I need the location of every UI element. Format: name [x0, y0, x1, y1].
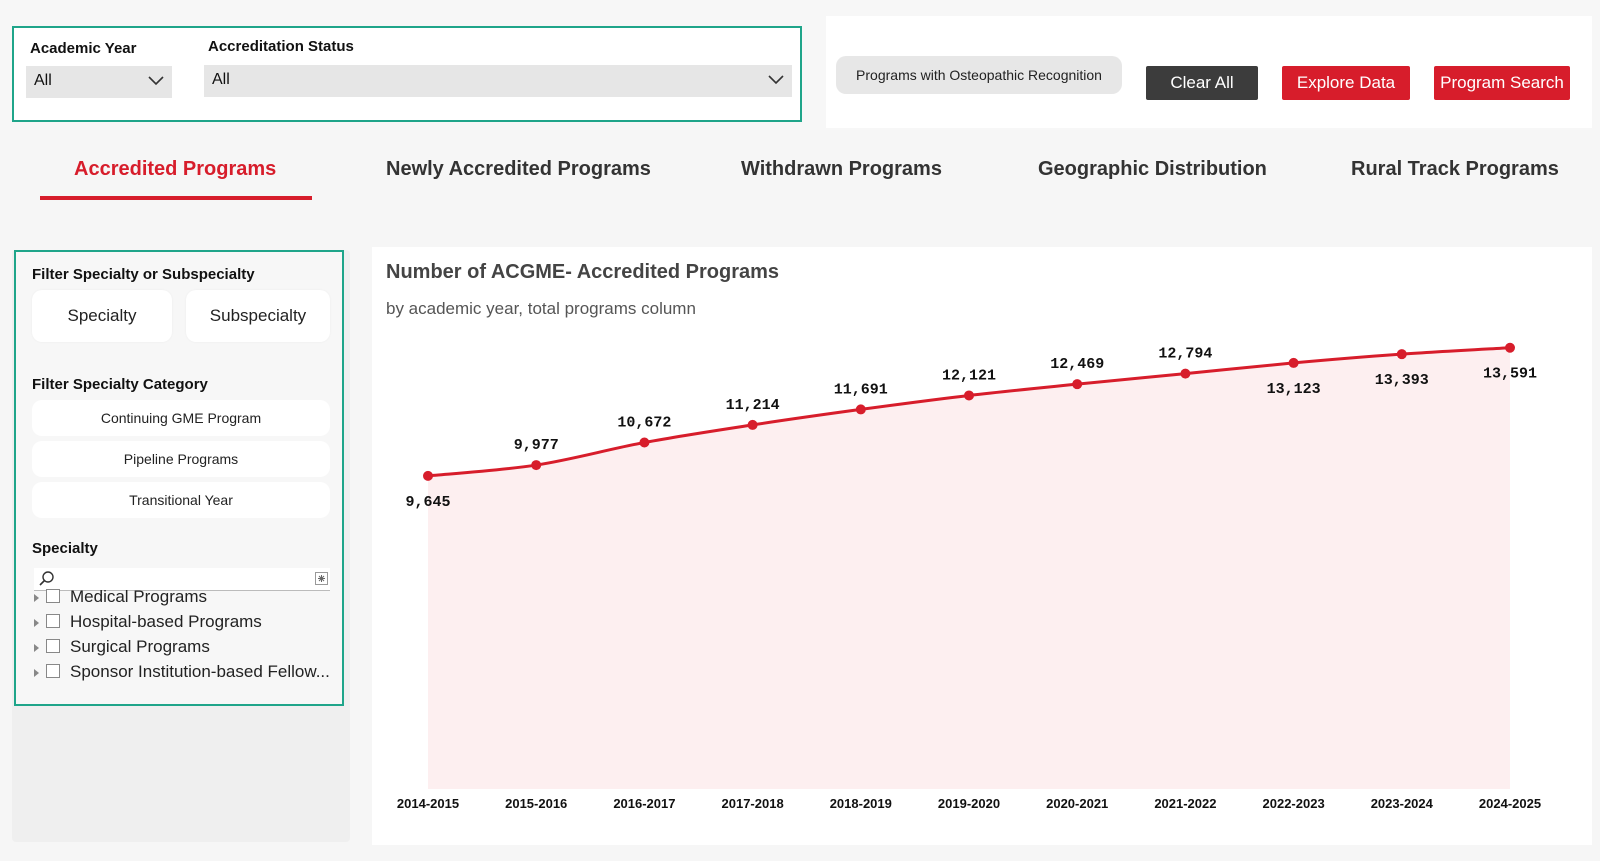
checkbox[interactable] [46, 614, 60, 628]
tab-geographic-distribution[interactable]: Geographic Distribution [1038, 158, 1267, 180]
data-label: 13,393 [1375, 372, 1429, 389]
expand-caret-icon[interactable] [34, 644, 39, 652]
x-axis-tick-label: 2016-2017 [613, 796, 675, 811]
data-point[interactable] [964, 390, 974, 401]
accredited-programs-line-chart: 9,645 9,977 10,672 11,214 11,691 12,121 12,469… [397, 342, 1541, 811]
subspecialty-button[interactable]: Subspecialty [186, 290, 330, 342]
category-continuing-gme-button[interactable]: Continuing GME Program [32, 400, 330, 436]
filter-type-label: Filter Specialty or Subspecialty [32, 266, 255, 283]
data-label: 12,469 [1050, 356, 1104, 373]
tab-newly-accredited-programs[interactable]: Newly Accredited Programs [386, 158, 651, 180]
tab-accredited-programs[interactable]: Accredited Programs [74, 158, 277, 180]
x-axis-tick-label: 2024-2025 [1479, 796, 1541, 811]
expand-caret-icon[interactable] [34, 594, 39, 602]
expand-caret-icon[interactable] [34, 669, 39, 677]
specialty-button[interactable]: Specialty [32, 290, 172, 342]
data-point[interactable] [531, 460, 542, 471]
x-axis-tick-label: 2018-2019 [830, 796, 892, 811]
active-tab-indicator [40, 196, 312, 200]
chevron-down-icon [148, 76, 164, 86]
data-point[interactable] [1072, 379, 1083, 390]
chart-area-fill [428, 347, 1510, 789]
x-axis-tick-label: 2019-2020 [938, 796, 1000, 811]
category-pipeline-button[interactable]: Pipeline Programs [32, 441, 330, 477]
accreditation-status-value: All [212, 71, 230, 88]
x-axis-tick-label: 2022-2023 [1263, 796, 1325, 811]
tab-rural-track-programs[interactable]: Rural Track Programs [1351, 158, 1559, 180]
chart-title: Number of ACGME- Accredited Programs [386, 261, 780, 283]
expand-caret-icon[interactable] [34, 619, 39, 627]
category-label: Filter Specialty Category [32, 376, 208, 393]
data-label: 11,214 [726, 397, 780, 414]
tree-item-label: Medical Programs [70, 587, 207, 606]
data-point[interactable] [855, 404, 866, 415]
data-point[interactable] [423, 470, 433, 481]
x-axis-tick-label: 2020-2021 [1046, 796, 1108, 811]
specialty-label: Specialty [32, 540, 98, 557]
top-filter-box: Academic Year All Accreditation Status A… [12, 26, 802, 122]
data-label: 12,121 [942, 367, 996, 384]
accreditation-status-label: Accreditation Status [208, 38, 354, 55]
data-label: 11,691 [834, 381, 888, 398]
x-axis-tick-label: 2021-2022 [1154, 796, 1216, 811]
data-label: 13,591 [1483, 366, 1537, 383]
tree-item-label: Hospital-based Programs [70, 612, 262, 631]
chart-x-axis-labels: 2014-2015 2015-2016 2016-2017 2017-2018 2018… [397, 796, 1541, 811]
data-label: 9,645 [405, 494, 450, 511]
x-axis-tick-label: 2015-2016 [505, 796, 567, 811]
data-point[interactable] [1505, 342, 1515, 353]
osteopathic-recognition-button[interactable]: Programs with Osteopathic Recognition [836, 56, 1122, 94]
data-point[interactable] [1396, 349, 1407, 360]
checkbox[interactable] [46, 664, 60, 678]
search-icon [39, 571, 54, 586]
data-point[interactable] [1180, 368, 1191, 379]
category-transitional-year-button[interactable]: Transitional Year [32, 482, 330, 518]
left-filter-panel: Filter Specialty or Subspecialty Special… [14, 250, 344, 706]
data-label: 10,672 [617, 415, 671, 432]
academic-year-value: All [34, 72, 52, 89]
x-axis-tick-label: 2023-2024 [1371, 796, 1434, 811]
chevron-down-icon [768, 75, 784, 85]
x-axis-tick-label: 2014-2015 [397, 796, 459, 811]
chart-points [423, 342, 1515, 481]
accreditation-status-dropdown[interactable]: All [204, 65, 792, 97]
chart-subtitle: by academic year, total programs column [386, 299, 696, 318]
chart-data-labels: 9,645 9,977 10,672 11,214 11,691 12,121 12,469… [405, 346, 1537, 511]
tab-withdrawn-programs[interactable]: Withdrawn Programs [741, 158, 942, 180]
data-point[interactable] [639, 437, 650, 448]
tree-item-label: Sponsor Institution-based Fellow... [70, 662, 330, 681]
tree-item-label: Surgical Programs [70, 637, 210, 656]
data-label: 12,794 [1158, 346, 1212, 363]
data-label: 9,977 [514, 437, 559, 454]
clear-all-button[interactable]: Clear All [1146, 66, 1258, 100]
checkbox[interactable] [46, 639, 60, 653]
data-point[interactable] [747, 419, 758, 430]
specialty-search-row [34, 568, 330, 591]
checkbox[interactable] [46, 589, 60, 603]
specialty-search-input[interactable] [58, 569, 304, 589]
chart-card: Number of ACGME- Accredited Programs by … [372, 247, 1592, 845]
data-label: 13,123 [1267, 381, 1321, 398]
clear-selections-icon[interactable] [315, 572, 328, 585]
academic-year-dropdown[interactable]: All [26, 66, 172, 98]
program-search-button[interactable]: Program Search [1434, 66, 1570, 100]
explore-data-button[interactable]: Explore Data [1282, 66, 1410, 100]
academic-year-label: Academic Year [30, 40, 137, 57]
data-point[interactable] [1288, 357, 1299, 368]
x-axis-tick-label: 2017-2018 [722, 796, 784, 811]
